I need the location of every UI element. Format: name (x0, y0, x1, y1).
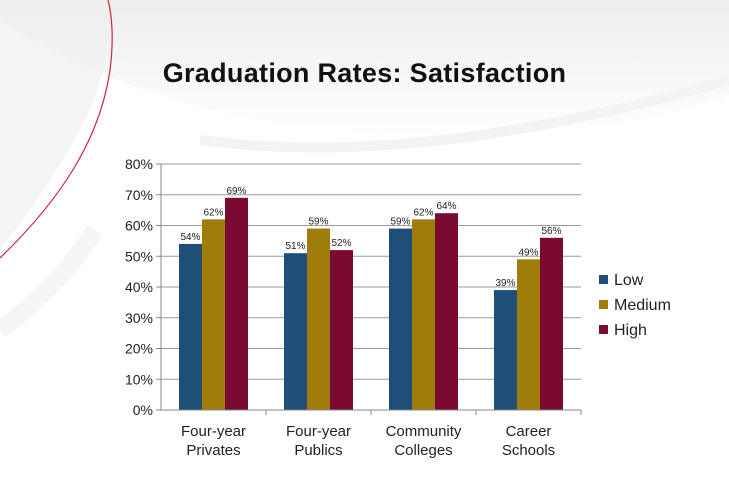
data-label: 69% (226, 186, 246, 197)
data-label: 64% (436, 201, 456, 212)
bar (179, 243, 202, 410)
y-axis-ticks: 0% 10% 20% 30% 40% 50% 60% 70% 80% (125, 156, 161, 418)
x-category-label: Privates (186, 442, 240, 459)
legend-swatch (599, 275, 608, 284)
y-tick-label: 20% (125, 341, 153, 357)
x-category-label: Career (506, 423, 552, 440)
y-tick-label: 70% (125, 187, 153, 203)
bar (435, 213, 458, 410)
y-tick-label: 60% (125, 218, 153, 234)
data-label: 52% (331, 238, 351, 249)
bar (540, 237, 563, 410)
x-category-label: Four-year (181, 423, 246, 440)
legend-label: Medium (614, 297, 671, 314)
legend-swatch (599, 300, 608, 309)
bar (330, 250, 353, 410)
y-tick-label: 80% (125, 156, 153, 172)
bar (284, 253, 307, 410)
bar (389, 228, 412, 410)
bar (494, 290, 517, 410)
data-label: 59% (308, 217, 328, 228)
data-label: 54% (180, 232, 200, 243)
y-tick-label: 0% (133, 402, 153, 418)
data-label: 62% (203, 207, 223, 218)
data-label: 56% (541, 226, 561, 237)
bars (179, 197, 563, 410)
bar (225, 197, 248, 410)
data-label: 62% (413, 207, 433, 218)
y-tick-label: 30% (125, 310, 153, 326)
y-tick-label: 10% (125, 371, 153, 387)
bar (202, 219, 225, 410)
data-label: 39% (495, 278, 515, 289)
data-label: 59% (390, 217, 410, 228)
legend-swatch (599, 325, 608, 334)
page-title: Graduation Rates: Satisfaction (162, 58, 567, 88)
bar (517, 259, 540, 410)
x-category-label: Publics (294, 442, 342, 459)
legend: Low Medium High (599, 272, 671, 339)
x-category-label: Community (386, 423, 462, 440)
x-category-label: Four-year (286, 423, 351, 440)
data-label: 51% (285, 241, 305, 252)
axes (160, 164, 582, 415)
legend-label: High (614, 322, 647, 339)
legend-label: Low (614, 272, 644, 289)
x-category-label: Schools (502, 442, 555, 459)
bar (412, 219, 435, 410)
y-tick-label: 50% (125, 248, 153, 264)
x-category-label: Colleges (394, 442, 452, 459)
bar (307, 228, 330, 410)
y-tick-label: 40% (125, 279, 153, 295)
data-label: 49% (518, 247, 538, 258)
x-axis-categories: Four-year Privates Four-year Publics Communi… (181, 423, 555, 459)
data-labels: 54%62%69%51%59%52%59%62%64%39%49%56% (180, 186, 561, 289)
